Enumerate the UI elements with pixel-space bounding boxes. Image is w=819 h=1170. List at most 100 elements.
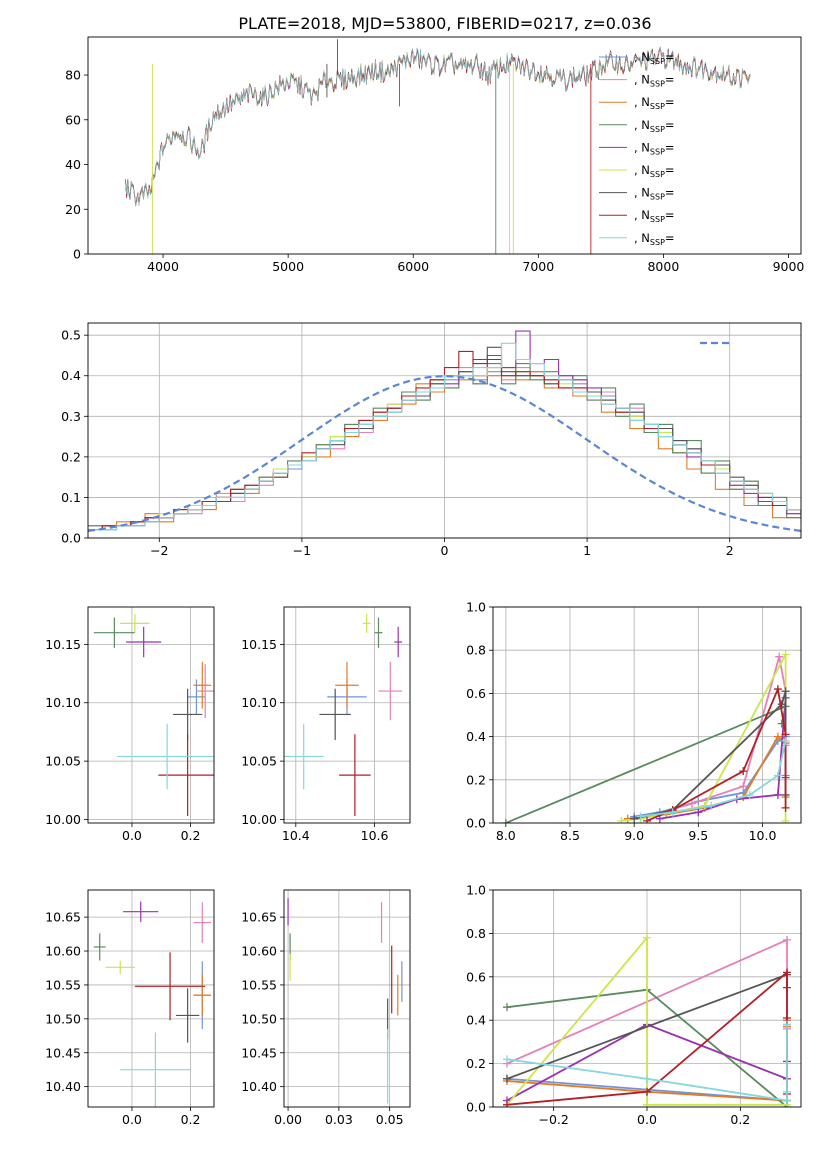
plot-frame bbox=[283, 889, 411, 1108]
x-tick-label: 0.0 bbox=[122, 1112, 142, 1127]
legend-label: , NSSP= bbox=[634, 73, 675, 89]
weight-marker bbox=[745, 790, 754, 799]
weight-marker bbox=[781, 687, 790, 696]
weight-marker bbox=[783, 935, 791, 944]
massweight-vs-z-axes: −0.2 0.0 0.2 0.0 0.2 0.4 0.6 0.8 1.0 bbox=[466, 883, 802, 1127]
y-tick-label: 10.40 bbox=[45, 1079, 81, 1094]
plot-frame bbox=[492, 889, 802, 1108]
x-tick-label: 2 bbox=[726, 543, 734, 558]
legend-label: , NSSP= bbox=[634, 50, 675, 66]
legend-label-eq: = bbox=[665, 208, 675, 222]
legend-label-subscript: SSP bbox=[650, 125, 665, 134]
y-tick-label: 0.6 bbox=[466, 969, 486, 984]
weight-marker bbox=[707, 801, 716, 810]
plot-frame bbox=[492, 606, 802, 824]
weight-marker bbox=[773, 771, 782, 780]
y-tick-label: 10.55 bbox=[241, 977, 277, 992]
legend-label-subscript: SSP bbox=[650, 102, 665, 111]
x-tick-label: 0.2 bbox=[730, 1112, 750, 1127]
massweight-vs-z-marks bbox=[503, 933, 791, 1107]
weight-marker bbox=[739, 767, 748, 776]
plot-frame bbox=[87, 36, 802, 255]
age-vs-mass-marks bbox=[284, 614, 403, 816]
x-tick-label: 0.2 bbox=[181, 1112, 201, 1127]
age-vs-mass-axes: 10.4 10.6 10.00 10.05 10.10 10.15 bbox=[241, 606, 411, 843]
weight-marker bbox=[783, 1020, 791, 1029]
x-tick-label: 0.05 bbox=[376, 1112, 404, 1127]
plot-frame bbox=[87, 322, 802, 539]
normal-curve bbox=[88, 375, 801, 532]
figure-title: PLATE=2018, MJD=53800, FIBERID=0217, z=0… bbox=[238, 14, 651, 33]
x-tick-label: 0.03 bbox=[325, 1112, 353, 1127]
x-tick-label: 6000 bbox=[397, 259, 429, 274]
x-tick-label: 9.5 bbox=[688, 828, 708, 843]
histogram-step-line bbox=[88, 350, 801, 531]
y-tick-label: 0.5 bbox=[61, 328, 81, 343]
y-tick-label: 10.45 bbox=[241, 1045, 277, 1060]
weight-marker bbox=[503, 1055, 511, 1064]
x-tick-label: −1 bbox=[293, 543, 311, 558]
plot-area bbox=[88, 890, 214, 1107]
age-vs-z-axes: 0.0 0.2 10.00 10.05 10.10 10.15 bbox=[45, 606, 215, 843]
legend-label: , NSSP= bbox=[634, 95, 675, 111]
y-tick-label: 10.05 bbox=[45, 754, 81, 769]
legend-label-subscript: SSP bbox=[650, 147, 665, 156]
y-tick-label: 1.0 bbox=[466, 883, 486, 898]
y-tick-label: 0.0 bbox=[61, 531, 81, 546]
legend-label-eq: = bbox=[665, 163, 675, 177]
weight-marker bbox=[643, 1087, 651, 1096]
weight-marker bbox=[783, 968, 791, 977]
y-tick-label: 10.50 bbox=[241, 1011, 277, 1026]
x-tick-label: 0.0 bbox=[122, 828, 142, 843]
x-tick-label: 7000 bbox=[522, 259, 554, 274]
legend-label-eq: = bbox=[665, 140, 675, 154]
weight-marker bbox=[694, 808, 703, 817]
legend-label-eq: = bbox=[665, 231, 675, 245]
x-tick-label: 0.2 bbox=[181, 828, 201, 843]
massweight-vs-age-marks bbox=[501, 650, 790, 823]
y-tick-label: 0 bbox=[73, 247, 81, 262]
plot-frame bbox=[283, 606, 411, 824]
y-tick-label: 0.1 bbox=[61, 490, 81, 505]
legend-label-n: , N bbox=[634, 163, 650, 177]
x-tick-label: 9000 bbox=[773, 259, 805, 274]
y-tick-label: 10.15 bbox=[241, 637, 277, 652]
spectrum-line bbox=[125, 47, 751, 206]
legend-label-n: , N bbox=[634, 231, 650, 245]
mass-vs-ebv-marks bbox=[287, 898, 403, 1104]
legend-label: , NSSP= bbox=[634, 231, 675, 247]
legend-label: , NSSP= bbox=[634, 208, 675, 224]
x-tick-label: 5000 bbox=[272, 259, 304, 274]
x-tick-label: 4000 bbox=[147, 259, 179, 274]
legend-label-subscript: SSP bbox=[650, 170, 665, 179]
weight-marker bbox=[643, 1100, 651, 1107]
legend-label-subscript: SSP bbox=[650, 238, 665, 247]
weight-marker bbox=[781, 816, 790, 823]
legend: , NSSP=, NSSP=, NSSP=, NSSP=, NSSP=, NSS… bbox=[599, 50, 675, 247]
y-tick-label: 10.40 bbox=[241, 1079, 277, 1094]
legend-label: , NSSP= bbox=[634, 140, 675, 156]
y-tick-label: 0.8 bbox=[466, 926, 486, 941]
y-tick-label: 40 bbox=[65, 157, 81, 172]
legend-label-n: , N bbox=[634, 186, 650, 200]
y-tick-label: 10.65 bbox=[241, 910, 277, 925]
legend-label: , NSSP= bbox=[634, 186, 675, 202]
weight-marker bbox=[503, 1003, 511, 1012]
weight-marker bbox=[783, 1096, 791, 1105]
weight-marker bbox=[503, 1100, 511, 1107]
mass-vs-z-axes: 0.0 0.2 10.40 10.45 10.50 10.55 10.60 10.65 bbox=[45, 889, 215, 1127]
legend-label-n: , N bbox=[634, 73, 650, 87]
legend-label-subscript: SSP bbox=[650, 80, 665, 89]
y-tick-label: 0.3 bbox=[61, 409, 81, 424]
y-tick-label: 10.10 bbox=[241, 695, 277, 710]
y-tick-label: 10.65 bbox=[45, 910, 81, 925]
massweight-vs-age-axes: 8.0 8.5 9.0 9.5 10.0 0.0 0.2 0.4 0.6 0.8 1.0 bbox=[466, 600, 802, 843]
y-tick-label: 0.2 bbox=[466, 772, 486, 787]
histogram-step-line bbox=[88, 342, 801, 531]
legend-label-subscript: SSP bbox=[650, 193, 665, 202]
residual-hist-marks bbox=[88, 330, 801, 532]
weight-marker bbox=[643, 816, 651, 823]
legend-label: , NSSP= bbox=[634, 163, 675, 179]
y-tick-label: 0.6 bbox=[466, 686, 486, 701]
